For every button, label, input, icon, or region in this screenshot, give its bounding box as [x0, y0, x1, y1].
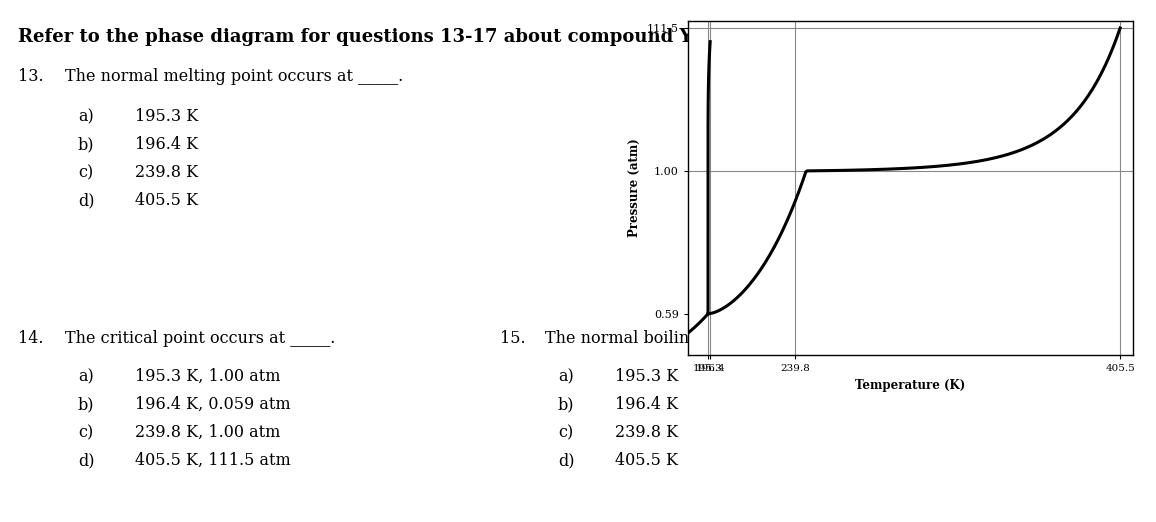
Text: The normal melting point occurs at _____.: The normal melting point occurs at _____… — [65, 68, 403, 85]
Text: c): c) — [558, 424, 573, 441]
Text: 405.5 K, 111.5 atm: 405.5 K, 111.5 atm — [135, 452, 291, 469]
Text: 405.5 K: 405.5 K — [135, 192, 198, 209]
Text: 13.: 13. — [18, 68, 44, 85]
Text: c): c) — [77, 164, 94, 181]
Text: 196.4 K: 196.4 K — [135, 136, 198, 153]
Text: 195.3 K, 1.00 atm: 195.3 K, 1.00 atm — [135, 368, 281, 385]
Text: a): a) — [77, 108, 94, 125]
X-axis label: Temperature (K): Temperature (K) — [855, 378, 965, 392]
Text: d): d) — [558, 452, 575, 469]
Text: The critical point occurs at _____.: The critical point occurs at _____. — [65, 330, 335, 347]
Text: 15.: 15. — [501, 330, 526, 347]
Text: 239.8 K, 1.00 atm: 239.8 K, 1.00 atm — [135, 424, 281, 441]
Text: d): d) — [77, 452, 95, 469]
Text: 239.8 K: 239.8 K — [615, 424, 679, 441]
Text: 405.5 K: 405.5 K — [615, 452, 679, 469]
Text: 14.: 14. — [18, 330, 44, 347]
Text: 195.3 K: 195.3 K — [135, 108, 198, 125]
Text: b): b) — [77, 136, 95, 153]
Text: a): a) — [77, 368, 94, 385]
Text: d): d) — [77, 192, 95, 209]
Text: Refer to the phase diagram for questions 13-17 about compound Y.: Refer to the phase diagram for questions… — [18, 28, 696, 46]
Text: 196.4 K: 196.4 K — [615, 396, 679, 413]
Text: c): c) — [77, 424, 94, 441]
Text: a): a) — [558, 368, 573, 385]
Y-axis label: Pressure (atm): Pressure (atm) — [628, 138, 642, 238]
Text: b): b) — [558, 396, 575, 413]
Text: The normal boiling point occurs at _____.: The normal boiling point occurs at _____… — [544, 330, 877, 347]
Text: b): b) — [77, 396, 95, 413]
Text: 239.8 K: 239.8 K — [135, 164, 198, 181]
Text: 196.4 K, 0.059 atm: 196.4 K, 0.059 atm — [135, 396, 290, 413]
Text: 195.3 K: 195.3 K — [615, 368, 679, 385]
